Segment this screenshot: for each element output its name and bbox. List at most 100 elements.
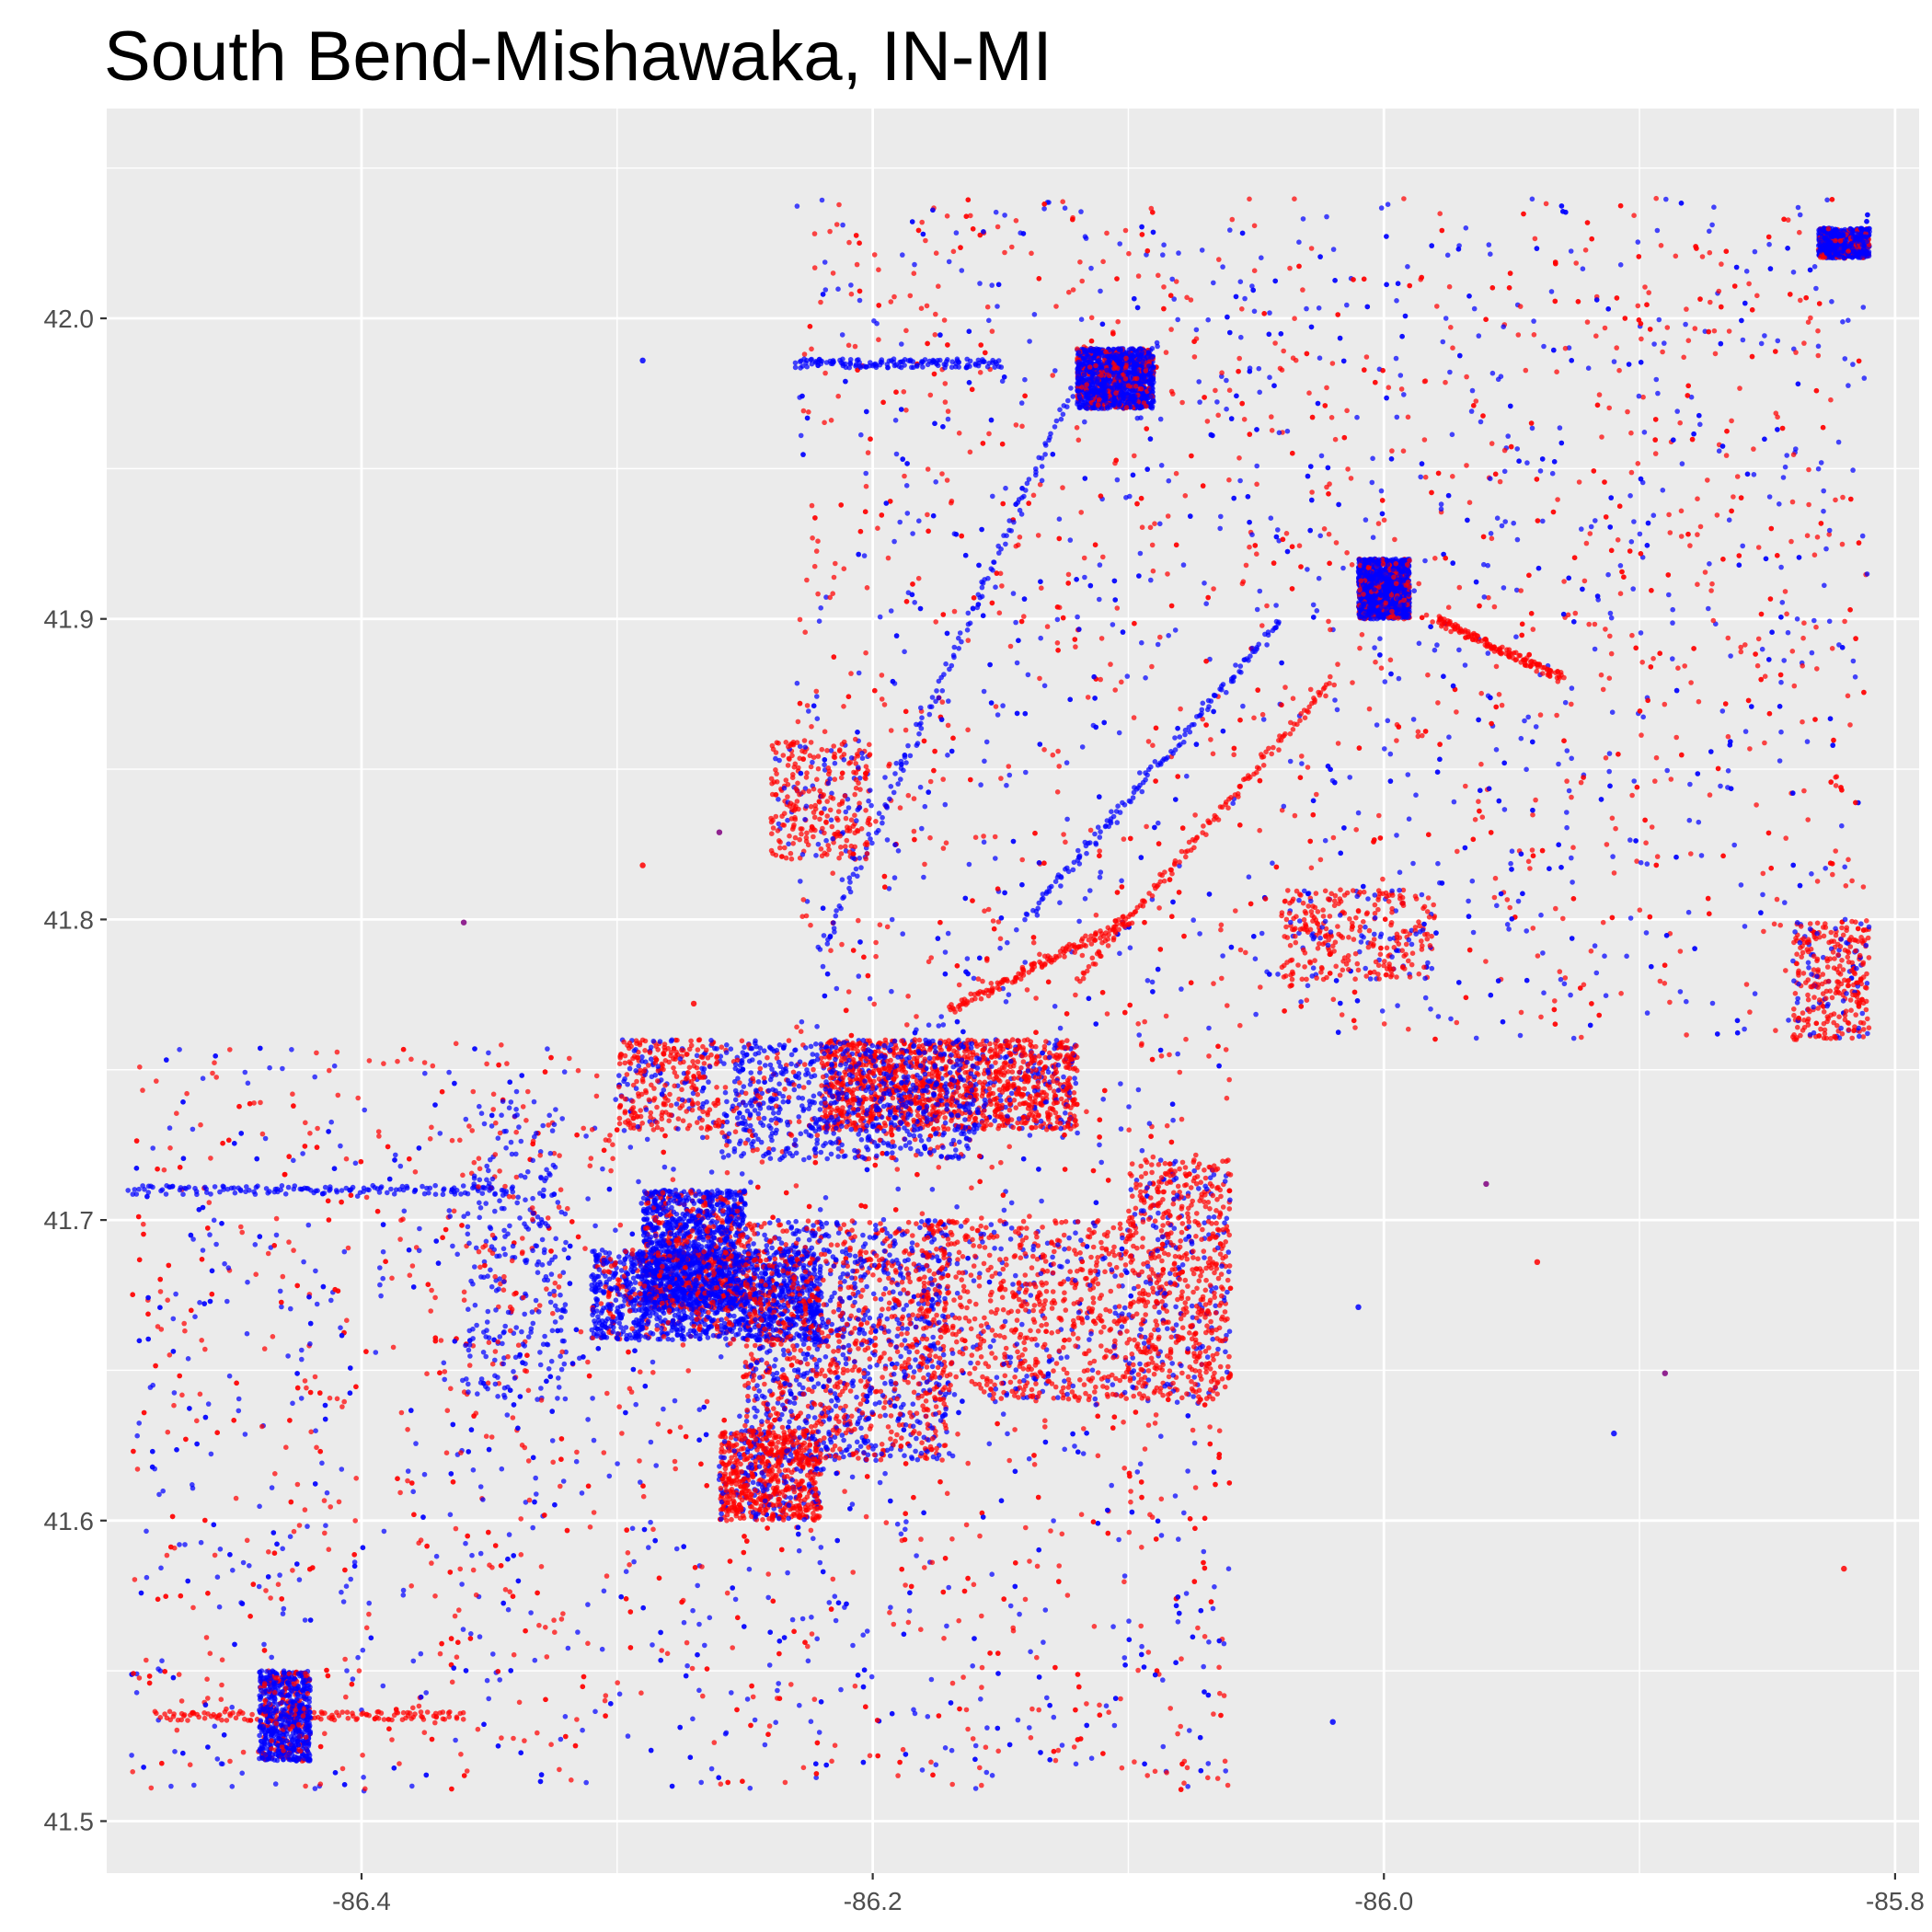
data-point: [1115, 605, 1121, 611]
data-point: [978, 342, 983, 348]
data-point: [846, 343, 852, 349]
data-point: [1170, 1101, 1176, 1107]
data-point: [1670, 607, 1675, 613]
data-point: [1724, 248, 1730, 254]
data-point: [262, 1648, 268, 1653]
data-point: [1547, 866, 1552, 871]
data-point: [1159, 1497, 1165, 1502]
data-point: [213, 1053, 218, 1059]
data-point: [745, 1696, 751, 1702]
data-point: [325, 1490, 330, 1496]
data-point: [1192, 812, 1198, 818]
data-point: [1073, 637, 1078, 642]
data-point: [1225, 1096, 1230, 1101]
data-point: [440, 1089, 445, 1095]
data-point: [912, 1390, 917, 1396]
data-point: [220, 1657, 225, 1662]
data-point: [1331, 997, 1337, 1003]
data-point: [569, 1219, 575, 1225]
data-point: [410, 1489, 416, 1495]
data-point: [168, 1784, 174, 1789]
data-point: [1259, 255, 1264, 260]
data-point: [1255, 607, 1260, 613]
data-point: [650, 1360, 656, 1365]
data-point: [1778, 730, 1784, 735]
data-point: [1055, 789, 1061, 795]
data-point: [1560, 916, 1566, 922]
data-point: [995, 712, 1001, 718]
data-point: [594, 1094, 600, 1099]
data-point: [926, 1022, 932, 1028]
data-point: [1612, 359, 1617, 364]
data-point: [984, 1725, 990, 1731]
data-point: [1376, 521, 1382, 526]
data-point: [810, 1631, 815, 1637]
data-point: [1535, 246, 1540, 251]
data-point: [1144, 466, 1150, 472]
data-point: [834, 986, 840, 992]
data-point: [971, 1736, 976, 1742]
data-point: [1635, 785, 1640, 790]
data-point: [1621, 574, 1627, 580]
data-point: [823, 1195, 829, 1201]
data-point: [1097, 794, 1102, 799]
data-point: [1274, 535, 1280, 540]
data-point: [684, 1640, 690, 1646]
data-point: [937, 920, 943, 926]
data-point: [273, 1781, 279, 1787]
data-point: [889, 728, 894, 733]
data-point: [630, 1232, 636, 1237]
data-point: [545, 1046, 550, 1052]
data-point: [1259, 931, 1265, 937]
data-point: [744, 1538, 750, 1544]
data-point: [1569, 248, 1574, 254]
data-point: [804, 578, 810, 583]
data-point: [1156, 273, 1161, 279]
data-point: [1800, 663, 1805, 669]
data-point: [213, 1724, 218, 1730]
data-point: [594, 1074, 600, 1079]
data-point: [519, 1552, 524, 1558]
data-point: [1708, 250, 1713, 256]
data-point: [1175, 774, 1180, 779]
data-point: [946, 931, 951, 937]
data-point: [1645, 1010, 1650, 1016]
data-point: [1088, 583, 1094, 589]
data-point: [478, 1551, 484, 1557]
data-point: [931, 768, 937, 774]
data-point: [1083, 476, 1088, 481]
data-point: [1211, 752, 1216, 757]
data-point: [1616, 752, 1621, 757]
data-point: [945, 477, 950, 483]
data-point: [251, 1581, 257, 1587]
data-point: [628, 1645, 634, 1650]
data-point: [1850, 362, 1856, 367]
data-point: [518, 1750, 523, 1755]
data-point: [982, 689, 987, 695]
data-point: [972, 595, 977, 601]
data-point: [1324, 385, 1329, 391]
data-point: [408, 1583, 414, 1589]
data-point: [1002, 1208, 1007, 1213]
data-point: [439, 1338, 444, 1343]
data-point: [1017, 1612, 1022, 1617]
data-point: [313, 1481, 318, 1487]
data-point: [1128, 1500, 1133, 1505]
data-point: [1519, 633, 1524, 638]
data-point: [700, 1694, 706, 1699]
data-point: [857, 289, 863, 294]
data-point: [241, 1560, 247, 1566]
data-point: [1183, 493, 1189, 499]
data-point: [1595, 403, 1601, 408]
data-point: [1776, 339, 1781, 344]
data-point: [1014, 927, 1019, 933]
data-point: [1092, 696, 1098, 701]
data-point: [263, 1136, 269, 1142]
data-point: [1146, 739, 1152, 744]
data-point: [606, 1138, 612, 1144]
data-point: [1593, 333, 1599, 339]
data-point: [1828, 397, 1834, 403]
data-point: [1016, 1309, 1021, 1315]
data-point: [1349, 476, 1354, 481]
data-point: [351, 1676, 356, 1682]
